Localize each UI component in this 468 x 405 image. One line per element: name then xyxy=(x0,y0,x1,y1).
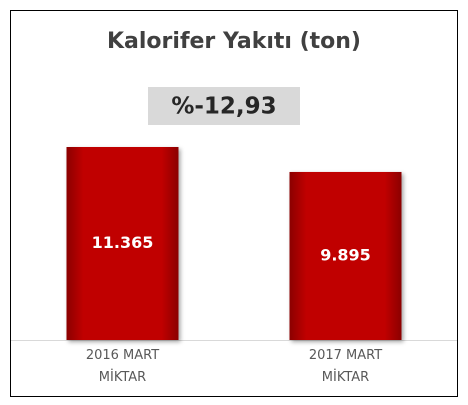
value-label: 11.365 xyxy=(92,233,154,252)
x-tick-label: 2017 MART MİKTAR xyxy=(308,348,383,385)
annotation: %-12,93 xyxy=(171,94,276,120)
bar xyxy=(289,171,402,340)
bar xyxy=(66,147,179,340)
annotation-box xyxy=(148,87,300,125)
value-label: 9.895 xyxy=(320,245,371,264)
chart-title: Kalorifer Yakıtı (ton) xyxy=(107,29,361,54)
x-tick-label: 2016 MART MİKTAR xyxy=(85,348,160,385)
